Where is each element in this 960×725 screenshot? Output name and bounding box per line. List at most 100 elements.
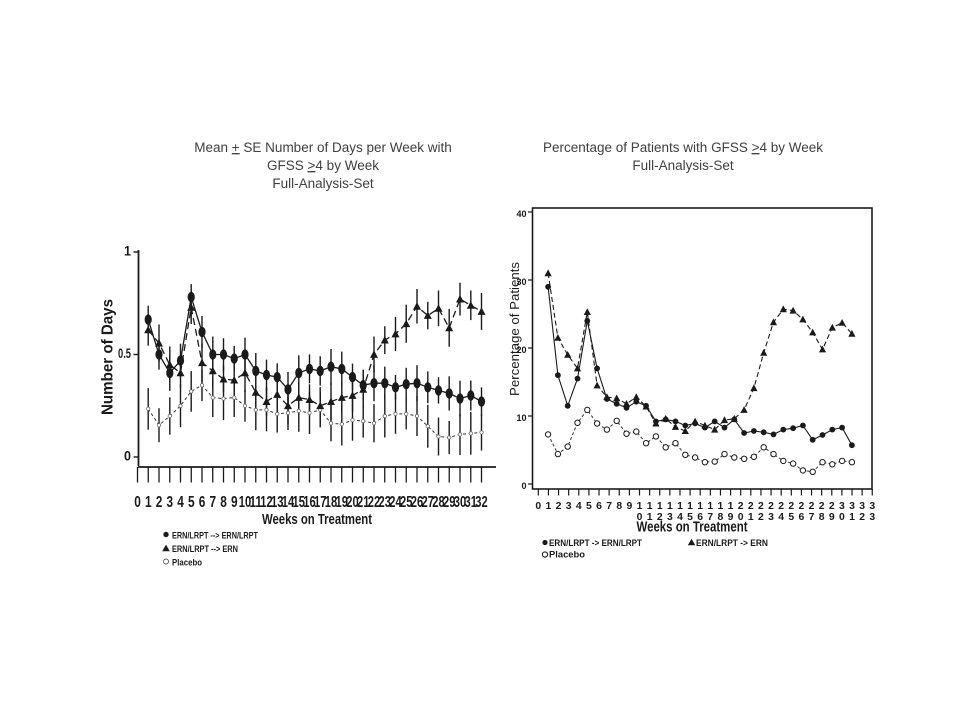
- svg-text:3: 3: [166, 494, 173, 511]
- svg-text:18: 18: [325, 494, 337, 511]
- svg-text:19: 19: [336, 494, 348, 511]
- svg-text:2: 2: [556, 501, 562, 512]
- svg-text:Mean + SE Number of Days per W: Mean + SE Number of Days per Week with: [194, 140, 452, 155]
- svg-text:14: 14: [282, 494, 294, 511]
- svg-text:2: 2: [788, 501, 794, 512]
- svg-text:2: 2: [657, 512, 663, 523]
- svg-text:2: 2: [809, 501, 815, 512]
- svg-text:ERN/LRPT -> ERN: ERN/LRPT -> ERN: [696, 538, 768, 548]
- svg-text:Full-Analysis-Set: Full-Analysis-Set: [632, 158, 734, 173]
- svg-text:2: 2: [156, 494, 163, 511]
- svg-text:0.5: 0.5: [118, 345, 131, 361]
- svg-text:3: 3: [768, 512, 774, 523]
- svg-text:13: 13: [271, 494, 283, 511]
- svg-text:0: 0: [134, 494, 141, 511]
- svg-text:2: 2: [829, 501, 835, 512]
- svg-text:21: 21: [357, 494, 369, 511]
- svg-text:0: 0: [521, 481, 526, 491]
- svg-text:0: 0: [839, 512, 845, 523]
- svg-text:1: 1: [124, 243, 131, 259]
- svg-text:2: 2: [799, 501, 805, 512]
- svg-text:0: 0: [738, 512, 744, 523]
- svg-text:3: 3: [849, 501, 855, 512]
- svg-text:5: 5: [586, 501, 592, 512]
- svg-text:1: 1: [687, 501, 693, 512]
- svg-text:2: 2: [768, 501, 774, 512]
- svg-text:Placebo: Placebo: [549, 550, 586, 560]
- svg-text:16: 16: [303, 494, 315, 511]
- svg-text:27: 27: [422, 494, 434, 511]
- svg-text:6: 6: [199, 494, 206, 511]
- svg-text:25: 25: [400, 494, 412, 511]
- svg-text:28: 28: [432, 494, 444, 511]
- svg-text:9: 9: [728, 512, 734, 523]
- svg-text:ERN/LRPT -> ERN/LRPT: ERN/LRPT -> ERN/LRPT: [549, 538, 642, 548]
- svg-text:1: 1: [677, 501, 683, 512]
- svg-text:6: 6: [697, 512, 703, 523]
- svg-text:17: 17: [314, 494, 326, 511]
- svg-text:7: 7: [606, 501, 612, 512]
- svg-text:8: 8: [616, 501, 622, 512]
- svg-text:4: 4: [677, 512, 683, 523]
- svg-text:3: 3: [839, 501, 845, 512]
- svg-text:4: 4: [778, 512, 784, 523]
- svg-text:1: 1: [546, 501, 552, 512]
- svg-text:7: 7: [209, 494, 216, 511]
- svg-text:1: 1: [647, 512, 653, 523]
- svg-text:2: 2: [819, 501, 825, 512]
- svg-text:Weeks on Treatment: Weeks on Treatment: [637, 519, 748, 536]
- svg-text:32: 32: [475, 494, 487, 511]
- svg-text:GFSS >4 by Week: GFSS >4 by Week: [267, 158, 379, 173]
- svg-text:3: 3: [566, 501, 572, 512]
- svg-text:12: 12: [260, 494, 272, 511]
- svg-text:7: 7: [707, 512, 713, 523]
- svg-text:5: 5: [788, 512, 794, 523]
- svg-text:20: 20: [516, 345, 526, 355]
- svg-text:1: 1: [697, 501, 703, 512]
- svg-text:22: 22: [368, 494, 380, 511]
- svg-text:1: 1: [637, 501, 643, 512]
- svg-text:Full-Analysis-Set: Full-Analysis-Set: [272, 176, 374, 191]
- svg-text:8: 8: [819, 512, 825, 523]
- svg-text:1: 1: [145, 494, 152, 511]
- svg-text:4: 4: [177, 494, 184, 511]
- svg-text:0: 0: [124, 448, 131, 464]
- svg-text:2: 2: [859, 512, 865, 523]
- svg-text:26: 26: [411, 494, 423, 511]
- svg-text:ERN/LRPT --> ERN/LRPT: ERN/LRPT --> ERN/LRPT: [172, 531, 258, 541]
- svg-text:3: 3: [869, 512, 875, 523]
- svg-text:5: 5: [687, 512, 693, 523]
- svg-text:9: 9: [626, 501, 632, 512]
- svg-text:9: 9: [829, 512, 835, 523]
- svg-text:2: 2: [738, 501, 744, 512]
- svg-text:30: 30: [516, 277, 526, 287]
- svg-text:1: 1: [657, 501, 663, 512]
- svg-text:2: 2: [748, 501, 754, 512]
- svg-text:4: 4: [576, 501, 582, 512]
- svg-text:1: 1: [667, 501, 673, 512]
- svg-text:1: 1: [718, 501, 724, 512]
- svg-text:Percentage of Patients: Percentage of Patients: [507, 261, 522, 396]
- svg-text:3: 3: [667, 512, 673, 523]
- svg-text:2: 2: [778, 501, 784, 512]
- svg-text:ERN/LRPT --> ERN: ERN/LRPT --> ERN: [172, 544, 238, 554]
- svg-text:6: 6: [799, 512, 805, 523]
- svg-text:5: 5: [188, 494, 195, 511]
- svg-text:2: 2: [758, 501, 764, 512]
- svg-text:8: 8: [220, 494, 227, 511]
- svg-text:10: 10: [516, 413, 526, 423]
- svg-text:0: 0: [535, 501, 541, 512]
- svg-text:1: 1: [707, 501, 713, 512]
- svg-text:10: 10: [239, 494, 251, 511]
- svg-text:2: 2: [758, 512, 764, 523]
- svg-text:1: 1: [748, 512, 754, 523]
- svg-text:8: 8: [718, 512, 724, 523]
- svg-text:31: 31: [465, 494, 477, 511]
- svg-text:20: 20: [346, 494, 358, 511]
- svg-text:6: 6: [596, 501, 602, 512]
- svg-text:1: 1: [849, 512, 855, 523]
- svg-text:11: 11: [250, 494, 262, 511]
- svg-text:0: 0: [637, 512, 643, 523]
- svg-text:1: 1: [728, 501, 734, 512]
- svg-text:9: 9: [231, 494, 238, 511]
